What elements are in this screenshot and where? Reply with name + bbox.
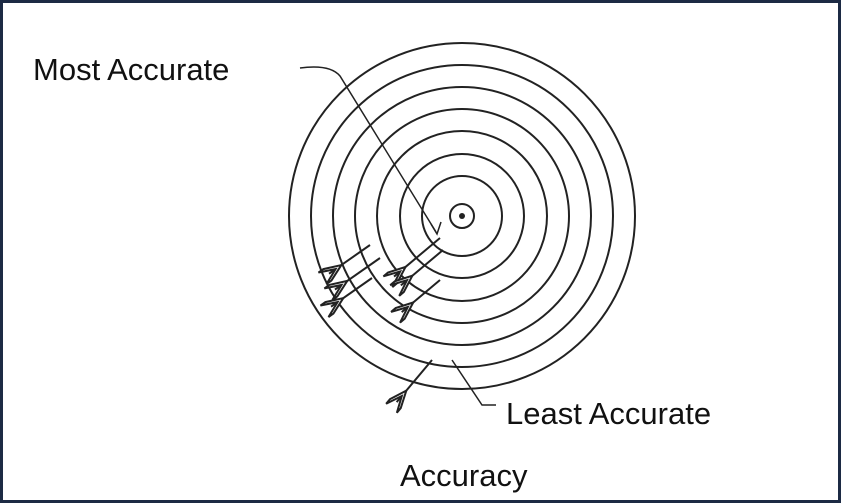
caption: Accuracy xyxy=(400,458,528,493)
label-most-accurate: Most Accurate xyxy=(33,52,229,87)
page: {"labels": {"most_accurate": "Most Accur… xyxy=(0,0,841,503)
label-least-accurate: Least Accurate xyxy=(506,396,711,431)
diagram: Most Accurate Least Accurate Accuracy xyxy=(0,0,841,503)
